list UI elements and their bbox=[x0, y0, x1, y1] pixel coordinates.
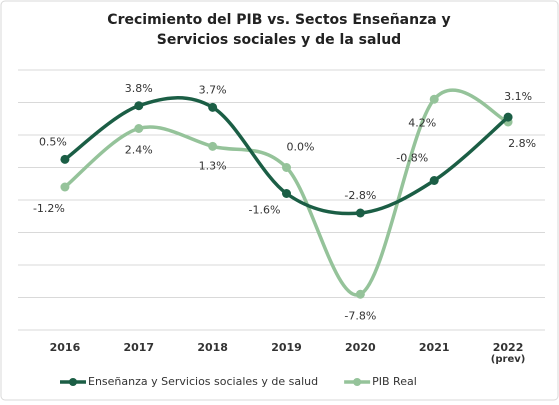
data-point bbox=[60, 182, 70, 192]
data-point bbox=[208, 102, 218, 112]
data-label: 3.1% bbox=[504, 90, 532, 103]
chart-title: Servicios sociales y de la salud bbox=[157, 32, 401, 48]
data-label: -0.8% bbox=[396, 152, 428, 165]
legend-label: Enseñanza y Servicios sociales y de salu… bbox=[88, 375, 318, 388]
data-point bbox=[429, 94, 439, 104]
data-point bbox=[134, 101, 144, 111]
x-tick-label: 2018 bbox=[197, 341, 228, 354]
data-label: 3.7% bbox=[199, 83, 227, 96]
legend-label: PIB Real bbox=[372, 375, 417, 388]
data-label: 0.0% bbox=[287, 141, 315, 154]
data-point bbox=[134, 124, 144, 133]
legend-swatch bbox=[69, 378, 77, 386]
data-label: 1.3% bbox=[199, 159, 227, 172]
data-label: 3.8% bbox=[125, 82, 153, 95]
chart-title: Crecimiento del PIB vs. Sectos Enseñanza… bbox=[107, 12, 450, 28]
data-label: -1.6% bbox=[249, 204, 281, 217]
x-tick-label: 2020 bbox=[345, 341, 376, 354]
legend-swatch bbox=[353, 378, 362, 386]
x-tick-label: 2017 bbox=[123, 341, 154, 354]
data-point bbox=[60, 154, 70, 164]
x-tick-label: 2016 bbox=[50, 341, 81, 354]
x-tick-label: 2019 bbox=[271, 341, 302, 354]
data-point bbox=[503, 112, 513, 122]
x-tick-label: 2021 bbox=[419, 341, 450, 354]
data-point bbox=[282, 189, 291, 198]
data-label: -1.2% bbox=[33, 202, 65, 215]
x-tick-label: 2022 (prev) bbox=[491, 341, 526, 365]
data-point bbox=[355, 289, 365, 299]
data-label: 2.4% bbox=[125, 144, 153, 157]
data-label: 2.8% bbox=[508, 137, 536, 150]
data-point bbox=[208, 141, 218, 151]
data-point bbox=[355, 208, 365, 218]
data-point bbox=[282, 163, 291, 172]
data-label: 4.2% bbox=[408, 116, 436, 129]
data-label: -2.8% bbox=[344, 189, 376, 202]
data-point bbox=[429, 176, 439, 185]
data-label: 0.5% bbox=[39, 135, 67, 148]
data-label: -7.8% bbox=[344, 309, 376, 322]
